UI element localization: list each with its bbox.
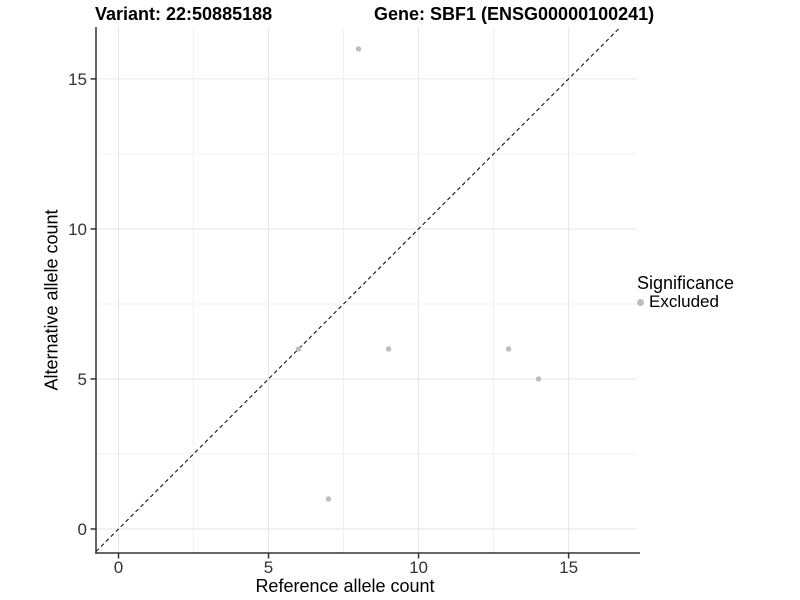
data-point	[325, 496, 332, 502]
legend-title: Significance	[637, 273, 735, 293]
legend-key-dot-icon	[637, 298, 644, 306]
plot-title-variant: Variant: 22:50885188	[95, 4, 273, 24]
y-axis-title: Alternative allele count	[41, 209, 62, 391]
data-point	[355, 46, 362, 52]
legend-item-excluded: Excluded	[637, 293, 734, 311]
identity-line	[95, 26, 621, 552]
x-tick-label: 0	[114, 558, 123, 577]
data-point	[385, 346, 392, 352]
y-tick-label: 5	[78, 370, 87, 389]
data-point	[505, 346, 512, 352]
x-tick-label: 10	[409, 558, 428, 577]
y-tick-label: 0	[78, 520, 87, 539]
plot-title-gene: Gene: SBF1 (ENSG00000100241)	[374, 4, 655, 24]
y-tick-label: 10	[68, 220, 87, 239]
x-axis-title: Reference allele count	[255, 576, 435, 596]
data-point	[535, 376, 542, 382]
data-point	[295, 346, 302, 352]
legend: Significance Excluded	[637, 273, 734, 311]
x-tick-label: 5	[264, 558, 273, 577]
x-tick-label: 15	[559, 558, 578, 577]
legend-item-label: Excluded	[649, 292, 719, 311]
y-tick-label: 15	[68, 70, 87, 89]
